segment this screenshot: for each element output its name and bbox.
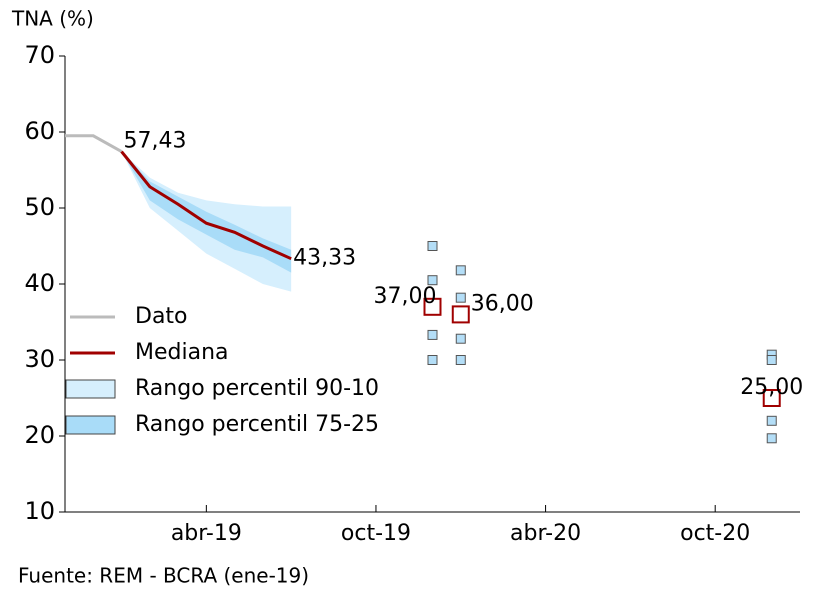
percentile-point: [455, 265, 466, 276]
percentile-point: [455, 333, 466, 344]
legend-swatch: [65, 379, 116, 399]
median-point: [762, 389, 781, 407]
percentile-band: [121, 151, 292, 273]
y-tick-label: 10: [24, 497, 55, 525]
y-tick-label: 70: [24, 41, 55, 69]
median-point: [451, 305, 470, 324]
series-line: [65, 134, 123, 153]
legend-swatch: [65, 415, 116, 435]
data-label: 25,00: [740, 375, 803, 400]
percentile-point: [455, 292, 466, 303]
y-tick-label: 30: [24, 345, 55, 373]
data-label: 43,33: [293, 246, 356, 271]
percentile-point: [427, 355, 438, 365]
percentile-point: [427, 329, 438, 340]
median-point: [423, 297, 442, 316]
series-line: [120, 150, 292, 261]
percentile-point: [455, 355, 466, 365]
legend-label: Dato: [135, 304, 188, 329]
x-tick-label: oct-19: [341, 521, 411, 546]
legend-label: Mediana: [135, 340, 229, 365]
y-tick-label: 20: [24, 421, 55, 449]
percentile-point: [427, 275, 438, 286]
y-axis-label: TNA (%): [11, 7, 94, 31]
y-tick-label: 40: [24, 269, 55, 297]
y-tick-label: 50: [24, 193, 55, 221]
x-tick-label: oct-20: [680, 521, 750, 546]
data-label: 37,00: [374, 284, 437, 309]
percentile-point: [766, 433, 777, 444]
y-tick-label: 60: [24, 117, 55, 145]
x-tick-label: abr-20: [510, 521, 581, 546]
percentile-point: [766, 415, 777, 426]
percentile-point: [427, 241, 438, 251]
source-note: Fuente: REM - BCRA (ene-19): [18, 564, 309, 588]
data-label: 57,43: [124, 129, 187, 154]
percentile-point: [766, 355, 777, 365]
x-tick-label: abr-19: [171, 521, 242, 546]
data-label: 36,00: [471, 291, 534, 316]
legend-label: Rango percentil 75-25: [135, 412, 379, 437]
legend-label: Rango percentil 90-10: [135, 376, 379, 401]
